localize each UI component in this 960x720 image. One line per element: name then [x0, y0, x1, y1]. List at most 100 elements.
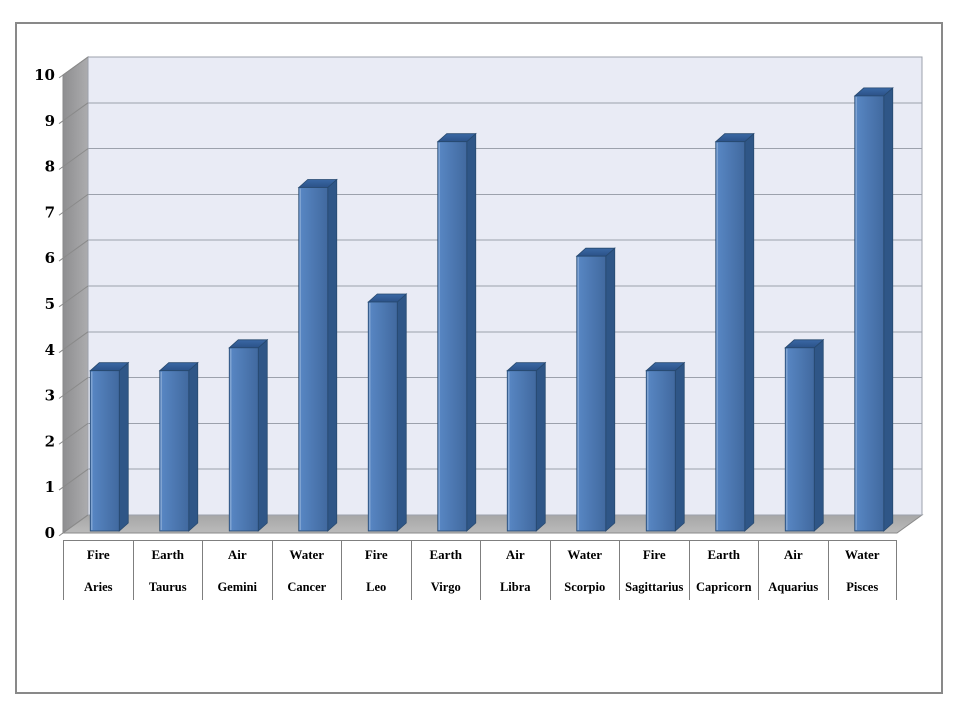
- bar-side-face: [744, 132, 755, 532]
- category-cell-cancer: Water Cancer: [271, 541, 342, 600]
- value-axis-label-7: 7: [45, 203, 55, 221]
- side-wall-gridline-6: [58, 239, 89, 262]
- element-label: Earth: [429, 547, 463, 562]
- bar-aquarius: [784, 338, 825, 532]
- element-label: Air: [227, 547, 247, 562]
- bar-side-face: [327, 178, 338, 532]
- sign-label: Cancer: [287, 580, 327, 594]
- value-axis-labels: 0 1 2 3 4 5 6 7 8 9 10: [34, 66, 55, 542]
- side-wall-gridline-3: [58, 377, 89, 399]
- category-cell-aries: Fire Aries: [63, 541, 133, 600]
- category-cell-scorpio: Water Scorpio: [549, 541, 620, 600]
- bar-side-face: [466, 132, 477, 532]
- value-axis-label-10: 10: [34, 66, 55, 84]
- side-wall-gridline-2: [58, 422, 89, 445]
- bar-front-face: [437, 141, 468, 532]
- category-cell-gemini: Air Gemini: [202, 541, 272, 600]
- chart-bars: [89, 87, 894, 532]
- bar-libra: [506, 361, 547, 532]
- element-label: Earth: [151, 547, 185, 562]
- sign-label: Virgo: [430, 580, 461, 594]
- sign-label: Libra: [499, 580, 531, 594]
- side-wall-gridline-8: [58, 148, 89, 170]
- side-wall-gridline-9: [58, 102, 89, 125]
- bar-side-face: [605, 247, 616, 532]
- bar-leo: [367, 293, 408, 532]
- element-label: Water: [844, 547, 880, 562]
- bar-front-face: [367, 301, 398, 532]
- sign-label: Sagittarius: [625, 580, 684, 594]
- element-label: Earth: [707, 547, 741, 562]
- bar-front-face: [854, 95, 885, 532]
- sign-label: Leo: [366, 580, 387, 594]
- value-axis-label-1: 1: [45, 478, 55, 496]
- category-cell-leo: Fire Leo: [341, 541, 411, 600]
- category-cell-taurus: Earth Taurus: [132, 541, 203, 600]
- bar-side-face: [813, 338, 824, 532]
- element-label: Fire: [364, 547, 388, 562]
- category-cell-libra: Air Libra: [480, 541, 550, 600]
- bar-side-face: [188, 361, 199, 532]
- sign-label: Aquarius: [768, 580, 819, 594]
- bar-front-face: [228, 347, 259, 532]
- bar-cancer: [297, 178, 338, 532]
- bar-side-face: [883, 87, 894, 532]
- bar-front-face: [298, 187, 329, 532]
- element-label: Fire: [642, 547, 666, 562]
- side-wall-gridline-7: [58, 193, 89, 216]
- element-label: Fire: [86, 547, 110, 562]
- value-axis-label-0: 0: [45, 524, 55, 542]
- element-label: Air: [783, 547, 803, 562]
- bar-gemini: [228, 338, 269, 532]
- sign-label: Gemini: [217, 580, 258, 594]
- element-label: Water: [567, 547, 603, 562]
- sign-label: Scorpio: [564, 580, 606, 594]
- bar-aries: [89, 361, 130, 532]
- chart-gridlines: [58, 56, 922, 537]
- element-label: Air: [505, 547, 525, 562]
- category-cell-aquarius: Air Aquarius: [758, 541, 828, 600]
- side-wall-gridline-4: [58, 331, 89, 354]
- category-cell-virgo: Earth Virgo: [410, 541, 481, 600]
- sign-label: Capricorn: [695, 580, 752, 594]
- bar-front-face: [89, 370, 120, 532]
- bar-front-face: [784, 347, 815, 532]
- bar-side-face: [674, 361, 685, 532]
- bar-front-face: [506, 370, 537, 532]
- side-wall-gridline-0: [58, 514, 89, 537]
- bar-side-face: [535, 361, 546, 532]
- bar-front-face: [715, 141, 746, 532]
- side-wall-gridline-1: [58, 468, 89, 491]
- bar-front-face: [576, 255, 607, 532]
- category-cell-pisces: Water Pisces: [827, 541, 897, 600]
- sign-label: Aries: [84, 580, 113, 594]
- element-label: Water: [289, 547, 325, 562]
- bar-front-face: [159, 370, 190, 532]
- bar-sagittarius: [645, 361, 686, 532]
- bar-side-face: [257, 338, 268, 532]
- sign-label: Taurus: [148, 580, 187, 594]
- bar-virgo: [436, 132, 477, 532]
- bar-capricorn: [714, 132, 755, 532]
- value-axis-label-5: 5: [45, 295, 55, 313]
- bar-scorpio: [575, 247, 616, 532]
- value-axis-label-9: 9: [45, 112, 55, 130]
- bar-side-face: [396, 293, 407, 532]
- category-axis-table: Fire Aries Earth Taurus Air Gemini Water Cancer…: [63, 540, 897, 600]
- bar-side-face: [118, 361, 129, 532]
- sign-label: Pisces: [846, 580, 879, 594]
- value-axis-label-4: 4: [45, 341, 55, 359]
- bar-pisces: [853, 87, 894, 532]
- bar-taurus: [158, 361, 199, 532]
- side-wall-gridline-5: [58, 285, 89, 308]
- category-cell-sagittarius: Fire Sagittarius: [619, 541, 689, 600]
- side-wall-gridline-10: [58, 56, 89, 79]
- value-axis-label-6: 6: [45, 249, 55, 267]
- category-cell-capricorn: Earth Capricorn: [688, 541, 759, 600]
- value-axis-label-8: 8: [45, 158, 55, 176]
- bar-front-face: [645, 370, 676, 532]
- value-axis-label-3: 3: [45, 387, 55, 405]
- value-axis-label-2: 2: [45, 432, 55, 450]
